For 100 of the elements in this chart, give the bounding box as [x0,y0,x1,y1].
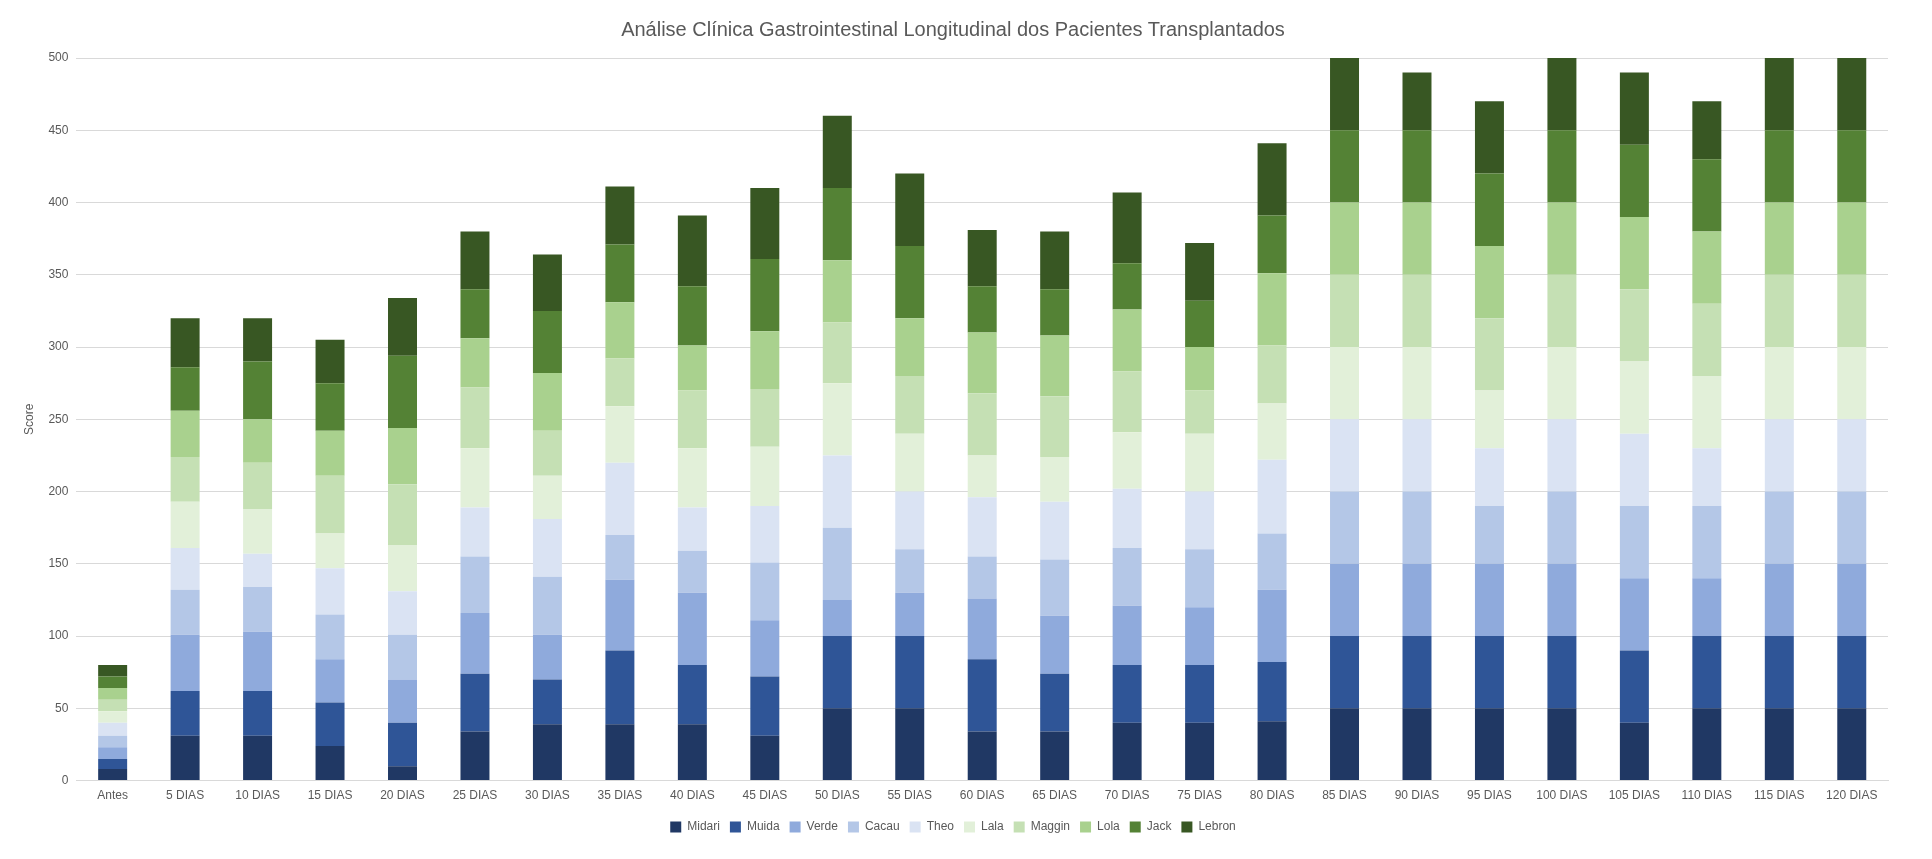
bar [822,322,852,384]
bar [895,592,925,637]
legend-label: Verde [806,819,839,834]
bar [605,358,635,407]
bar [1257,215,1287,274]
bar [1112,547,1142,606]
bar [1112,432,1142,489]
bar [98,688,128,700]
bar [1257,143,1287,216]
bar [1837,347,1867,420]
bar [243,586,273,632]
bar [750,735,780,781]
x-tick-label: 80 DIAS [1249,788,1295,803]
bar [1402,202,1432,275]
x-tick-label: 55 DIAS [887,788,933,803]
bar [1764,563,1794,637]
bar [822,527,852,600]
bar [532,634,562,680]
bar [1764,491,1794,564]
bar [1402,72,1432,131]
y-axis-title: Score [21,403,36,435]
bar [750,188,780,259]
bar [967,731,997,781]
legend-label: Maggin [1030,819,1071,834]
bar [1764,274,1794,348]
y-tick-label: 300 [48,339,69,354]
bar [1040,456,1070,502]
bar [1619,289,1649,362]
bar [1257,721,1287,781]
legend-label: Jack [1146,819,1173,834]
bar [1330,636,1360,709]
bar [1330,202,1360,275]
y-tick-label: 450 [48,122,69,137]
bar [1547,347,1577,420]
bar [750,388,780,447]
bar [1402,563,1432,637]
x-tick-label: 75 DIAS [1177,788,1222,803]
bar [243,631,273,691]
x-tick-label: 120 DIAS [1826,788,1878,803]
bar [1040,615,1070,674]
bar [1257,403,1287,460]
bar [750,562,780,621]
bar [1692,303,1722,376]
x-tick-label: 40 DIAS [670,788,715,803]
bar [822,708,852,781]
bar [1619,506,1649,579]
bar [1402,419,1432,492]
bar [967,659,997,732]
bar [1040,231,1070,290]
bar [1040,559,1070,616]
bar [1185,390,1215,434]
legend-label: Midari [687,819,720,834]
bar [1764,708,1794,781]
bar [1257,662,1287,722]
bar [1619,72,1649,145]
y-tick-label: 400 [48,194,69,209]
bar [750,620,780,677]
x-tick-label: 110 DIAS [1681,788,1733,803]
bar [1547,202,1577,275]
bar [1257,459,1287,534]
bar [170,456,200,502]
bar [967,455,997,498]
bar [1764,419,1794,492]
bar [1112,309,1142,372]
bar [605,579,635,651]
bar [1837,202,1867,275]
bar [1764,58,1794,131]
bar [750,331,780,389]
bar [1185,722,1215,781]
bar [532,724,562,781]
bar [170,634,200,691]
bar [1402,491,1432,564]
bar [460,448,490,508]
legend-label: Cacau [864,819,900,834]
bar [98,735,128,748]
bar [1112,664,1142,723]
bar [1257,273,1287,346]
bar [1547,274,1577,348]
bar [243,553,273,587]
bar [895,433,925,492]
bar [1764,202,1794,275]
bar [388,355,417,428]
bar [170,367,200,411]
bar [750,446,780,507]
x-tick-label: 35 DIAS [597,788,643,803]
y-tick-label: 250 [48,411,69,426]
bar [605,724,635,781]
bar [1185,433,1215,492]
bar [677,664,707,725]
bar [1474,318,1504,391]
bar [1402,130,1432,203]
bar [1619,578,1649,651]
bar [1837,491,1867,564]
bar [1692,578,1722,637]
bar [243,419,273,463]
bar [967,229,997,287]
bar [1257,589,1287,663]
x-tick-label: 90 DIAS [1394,788,1440,803]
bar [170,547,200,590]
bar [243,508,273,554]
